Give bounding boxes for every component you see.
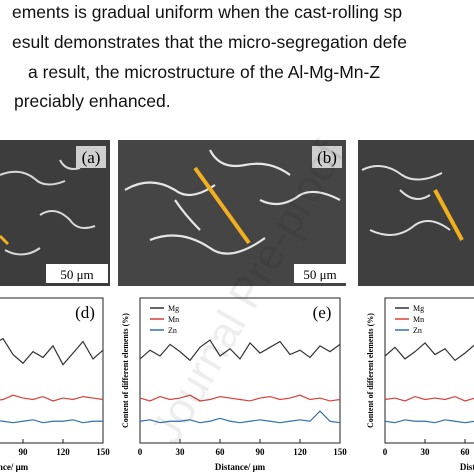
x-axis-label: Distance/ μm — [0, 462, 29, 472]
sem-image — [358, 140, 474, 286]
x-tick-label: 0 — [383, 447, 388, 457]
x-tick-label: 0 — [138, 447, 143, 457]
data-line — [0, 419, 103, 424]
text-line: esult demonstrates that the micro-segreg… — [12, 32, 407, 52]
data-line — [139, 410, 341, 424]
data-line — [0, 337, 104, 366]
data-line — [384, 342, 474, 362]
text-line: a result, the microstructure of the Al-M… — [28, 62, 380, 82]
scale-label: 50 μm — [303, 267, 336, 282]
x-axis-label: Distance/ μm — [215, 462, 266, 472]
y-axis-label: Content of different elements (%) — [121, 313, 130, 428]
legend-label: Mg — [413, 304, 424, 313]
legend-label: Mn — [168, 315, 179, 324]
image-label: (b) — [317, 148, 337, 167]
legend-label: Mn — [413, 315, 424, 324]
plot-frame — [0, 297, 104, 444]
legend-label: Zn — [413, 326, 422, 335]
legend-label: Zn — [168, 326, 177, 335]
x-axis-label: Distance/ μm — [460, 462, 474, 472]
image-label: (a) — [82, 148, 101, 167]
text-line: preciably enhanced. — [14, 91, 171, 111]
plot-label: (d) — [75, 303, 95, 322]
plot-frame — [139, 297, 341, 444]
x-tick-label: 120 — [293, 447, 307, 457]
data-line — [384, 419, 474, 424]
data-line — [384, 395, 474, 402]
x-tick-label: 120 — [56, 447, 70, 457]
x-tick-label: 150 — [333, 447, 347, 457]
sem-image: (a) 50 μm — [0, 140, 110, 286]
x-tick-label: 90 — [19, 447, 29, 457]
sem-image: (b) 50 μm — [118, 140, 346, 286]
x-tick-label: 90 — [256, 447, 266, 457]
x-tick-label: 150 — [96, 447, 110, 457]
x-tick-label: 30 — [421, 447, 431, 457]
text-line: ements is gradual uniform when the cast-… — [12, 2, 402, 22]
plot-label: (e) — [313, 303, 332, 322]
x-tick-label: 60 — [461, 447, 471, 457]
data-line — [0, 394, 104, 402]
data-line — [139, 394, 341, 402]
x-tick-label: 60 — [216, 447, 226, 457]
scale-label: 50 μm — [60, 267, 93, 282]
plot: 0 30 60 90 120 150 Distance/ μm Content of diff… — [121, 297, 347, 472]
y-axis-label: Content of different elements (%) — [366, 313, 375, 428]
legend-label: Mg — [168, 304, 179, 313]
x-tick-label: 30 — [176, 447, 186, 457]
data-line — [139, 339, 341, 362]
plot-frame — [384, 297, 474, 444]
